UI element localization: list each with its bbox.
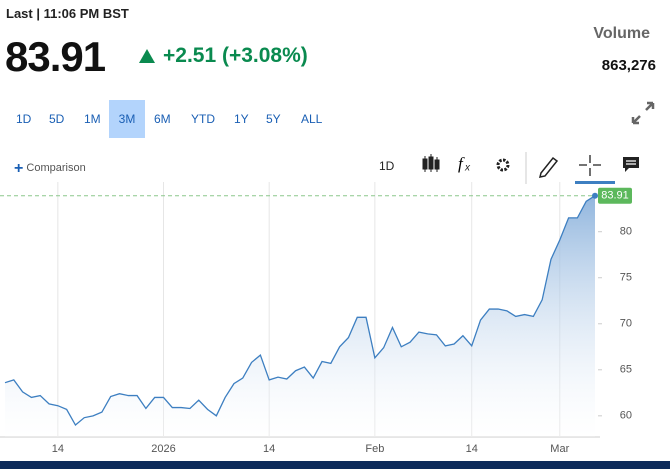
range-button[interactable]: 5Y [266,112,281,126]
x-tick-label: 14 [466,443,478,455]
y-tick-label: 60 [620,410,632,422]
up-arrow [139,49,155,63]
last-point [592,192,598,199]
volume-label: Volume [593,25,650,42]
x-tick-label: 14 [52,443,64,455]
price-line [4,195,596,427]
range-button[interactable]: 5D [49,112,65,126]
range-button[interactable]: 6M [154,112,171,126]
toolbar-icons: f x [422,152,639,184]
y-tick-label: 80 [620,226,632,238]
y-tick-label: 75 [620,272,632,284]
interval-button[interactable]: 1D [379,159,395,173]
range-button[interactable]: 1D [16,112,32,126]
range-button[interactable]: 1Y [234,112,249,126]
last-time: Last | 11:06 PM BST [6,6,129,21]
last-price-tag [598,187,632,204]
draw-icon[interactable] [538,156,559,178]
range-button[interactable]: YTD [191,112,215,126]
y-tick-label: 70 [620,318,632,330]
change: +2.51 (+3.08%) [163,44,308,67]
crosshair-icon[interactable] [579,155,601,176]
y-tick-label: 65 [620,364,632,376]
comparison-button[interactable]: + Comparison [14,160,86,177]
fx-icon[interactable]: f [458,154,465,173]
area-fill [5,195,595,437]
range-button[interactable]: ALL [301,112,323,126]
price: 83.91 [5,33,106,80]
comparison-label: Comparison [26,162,86,174]
x-tick-label: Feb [365,443,384,455]
expand-icon[interactable] [630,100,656,126]
crosshair-selected [575,181,615,184]
bottom-bar [0,461,670,469]
x-tick-label: Mar [550,443,569,455]
last-price-label: 83.91 [601,190,629,202]
range-button[interactable]: 1M [84,112,101,126]
range-button[interactable]: 3M [109,100,145,138]
x-tick-label: 14 [263,443,275,455]
settings-icon[interactable] [496,158,510,172]
fx-icon-x: x [464,163,471,174]
volume: 863,276 [601,57,656,74]
x-tick-label: 2026 [151,443,175,455]
candles-icon[interactable] [422,154,440,172]
